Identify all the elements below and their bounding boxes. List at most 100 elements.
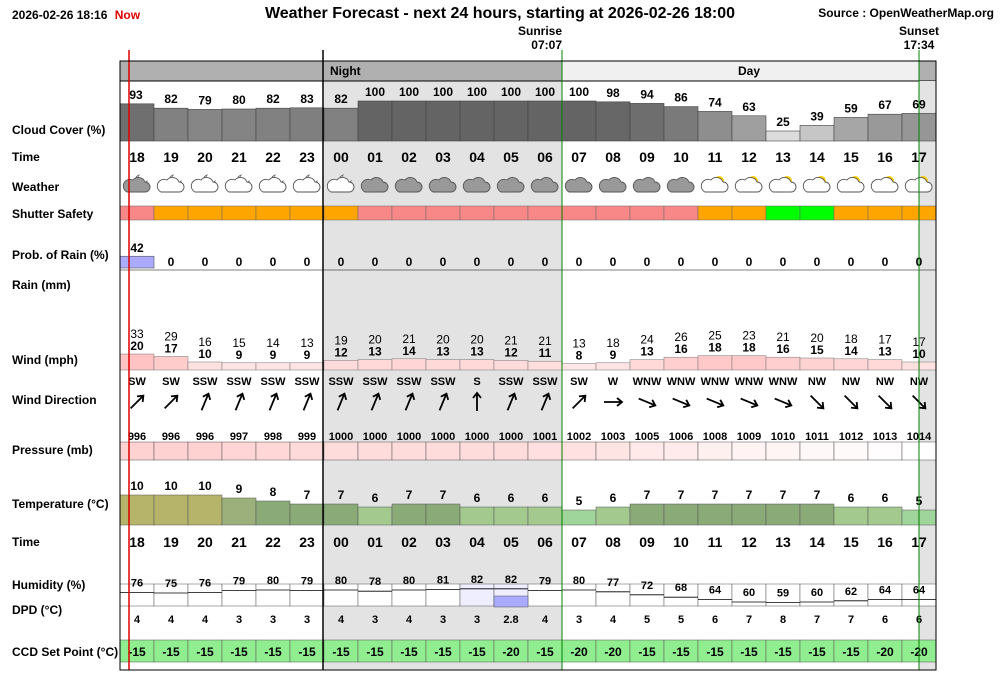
pressure-cell [629,441,665,461]
pressure-value: 1006 [669,431,693,443]
humidity-value: 80 [267,575,279,587]
time-label: 06 [537,534,553,550]
dpd-value: 3 [372,614,378,626]
wind-dir-label: WNW [769,376,798,388]
wind-arrow-icon [370,392,382,411]
time-label: 22 [265,534,281,550]
time-label: 07 [571,149,587,165]
wind-arrow-icon [809,394,825,410]
row-label-pressure: Pressure (mb) [12,443,93,457]
time-label: 11 [708,534,723,550]
pressure-value: 1000 [499,431,523,443]
temperature-value: 7 [712,488,719,502]
time-label: 01 [367,149,383,165]
wind-arrow-icon [268,392,280,411]
dpd-value: 3 [440,614,446,626]
time-label: 03 [435,149,451,165]
time-label: 03 [435,534,451,550]
shutter-cell-orange [833,205,869,221]
pressure-value: 996 [128,431,146,443]
ccd-value: -15 [672,645,690,659]
wind-gust-value: 21 [776,330,790,344]
cloud-value: 86 [674,91,688,105]
humidity-cell [459,583,495,607]
row-label-shutter: Shutter Safety [12,207,94,221]
rain-prob-value: 0 [848,255,855,269]
rain-prob-value: 0 [338,255,345,269]
rain-prob-value: 0 [474,255,481,269]
pressure-value: 1002 [567,431,591,443]
wind-dir-label: SSW [396,376,422,388]
ccd-value: -15 [128,645,146,659]
humidity-value: 80 [573,575,585,587]
wind-arrow-icon [302,392,314,411]
dpd-warning-cell [493,595,529,608]
cloud-bar [833,117,869,142]
wind-gust-value: 29 [164,329,178,343]
dpd-value: 6 [712,614,718,626]
time-label: 16 [877,149,893,165]
temperature-bar [595,506,631,526]
temperature-bar [561,509,597,526]
temperature-bar [221,497,257,526]
wind-speed-value: 9 [304,348,311,362]
wind-dir-label: SSW [328,376,354,388]
wind-gust-value: 20 [470,333,484,347]
dpd-value: 3 [304,614,310,626]
temperature-value: 5 [576,494,583,508]
pressure-cell [425,441,461,461]
wind-bar [629,359,665,371]
rain-prob-value: 0 [610,255,617,269]
wind-gust-value: 21 [538,334,552,348]
sunrise-time: 07:07 [531,38,562,52]
wind-speed-value: 8 [576,349,583,363]
rain-prob-value: 0 [780,255,787,269]
wind-gust-value: 19 [334,333,348,347]
humidity-value: 59 [777,588,789,600]
cloud-bar [595,101,631,142]
pressure-value: 1000 [329,431,353,443]
time-label: 23 [299,149,315,165]
pressure-cell [697,441,733,461]
ccd-value: -20 [876,645,894,659]
cloud-value: 100 [399,85,419,99]
time-label: 13 [775,149,791,165]
wind-dir-label: SSW [260,376,286,388]
temperature-value: 7 [814,488,821,502]
humidity-value: 64 [879,585,892,597]
cloud-bar [629,103,665,142]
wind-arrow-icon [638,397,657,409]
partly-cloudy-night-icon [258,174,287,193]
wind-speed-value: 13 [470,345,484,359]
dpd-value: 7 [848,614,854,626]
rain-prob-value: 0 [168,255,175,269]
pressure-cell [493,441,529,461]
humidity-value: 80 [335,575,347,587]
rain-prob-value: 0 [644,255,651,269]
humidity-cell [323,583,359,607]
shutter-cell-red [663,205,699,221]
row-label-dpd: DPD (°C) [12,603,62,617]
wind-gust-value: 16 [198,335,212,349]
wind-arrow-icon [438,392,450,411]
wind-arrow-icon [672,397,691,409]
wind-bar [867,359,903,371]
rain-prob-value: 42 [130,241,144,255]
wind-bar [289,362,325,371]
time-label: 15 [843,149,859,165]
pressure-cell [221,441,257,461]
rain-prob-value: 0 [406,255,413,269]
temperature-value: 7 [678,488,685,502]
pressure-cell [765,441,801,461]
temperature-bar [187,494,223,526]
temperature-bar [255,500,291,526]
pressure-cell [255,441,291,461]
temperature-value: 7 [440,488,447,502]
temperature-bar [119,494,155,526]
pressure-value: 1012 [839,431,863,443]
pressure-value: 1011 [805,431,829,443]
ccd-value: -15 [740,645,758,659]
sunrise-label: Sunrise [518,24,562,38]
wind-dir-label: NW [876,376,895,388]
temperature-value: 7 [406,488,413,502]
